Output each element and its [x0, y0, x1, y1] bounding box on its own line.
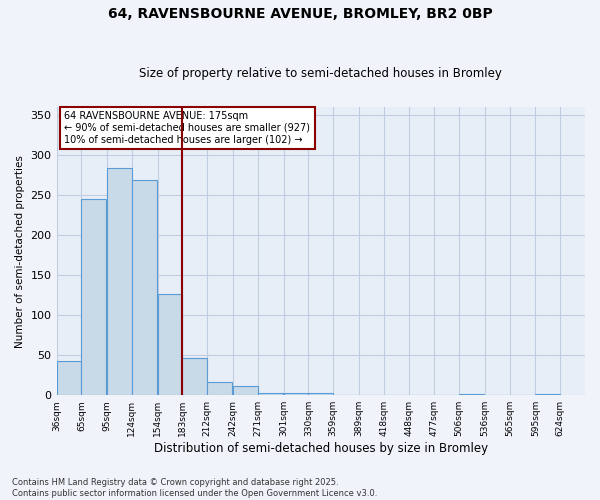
Bar [459, 394, 484, 395]
Bar [158, 294, 182, 395]
Text: Contains HM Land Registry data © Crown copyright and database right 2025.
Contai: Contains HM Land Registry data © Crown c… [12, 478, 377, 498]
Bar [182, 358, 207, 395]
Bar [233, 386, 258, 395]
Bar [308, 393, 333, 395]
Bar [284, 393, 308, 395]
Title: Size of property relative to semi-detached houses in Bromley: Size of property relative to semi-detach… [139, 66, 502, 80]
Bar [207, 382, 232, 395]
Text: 64, RAVENSBOURNE AVENUE, BROMLEY, BR2 0BP: 64, RAVENSBOURNE AVENUE, BROMLEY, BR2 0B… [107, 8, 493, 22]
Y-axis label: Number of semi-detached properties: Number of semi-detached properties [15, 154, 25, 348]
Bar [258, 393, 283, 395]
Bar [82, 199, 106, 395]
Bar [56, 361, 82, 395]
Bar [132, 180, 157, 395]
Text: 64 RAVENSBOURNE AVENUE: 175sqm
← 90% of semi-detached houses are smaller (927)
1: 64 RAVENSBOURNE AVENUE: 175sqm ← 90% of … [64, 112, 310, 144]
Bar [107, 168, 132, 395]
Bar [535, 394, 560, 395]
X-axis label: Distribution of semi-detached houses by size in Bromley: Distribution of semi-detached houses by … [154, 442, 488, 455]
